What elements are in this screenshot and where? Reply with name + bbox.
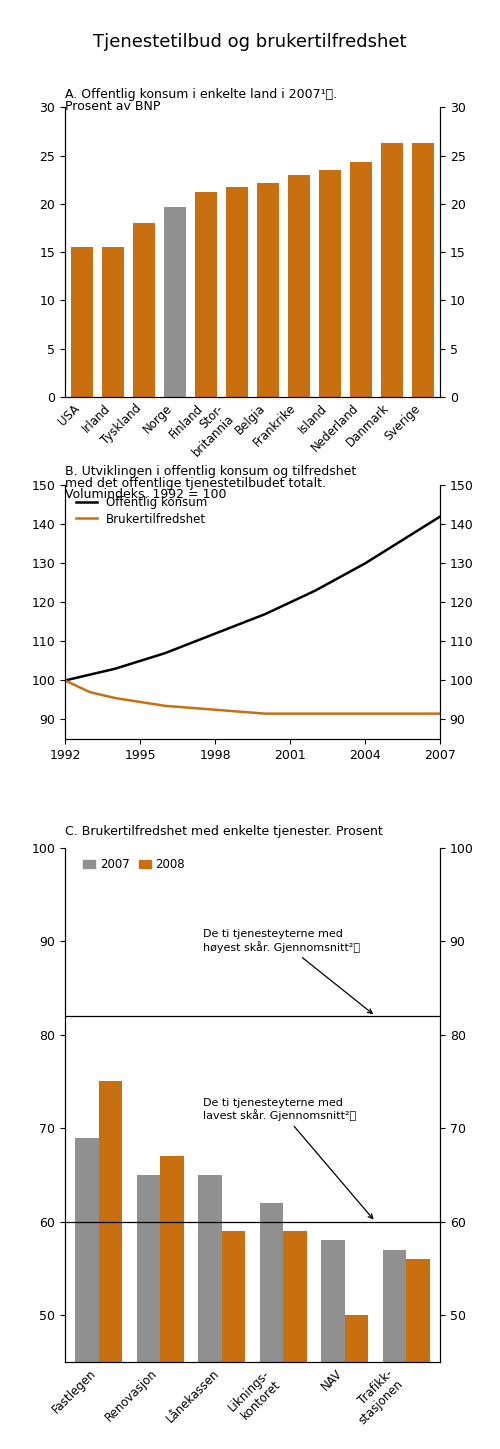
Bar (412, 143, 434, 397)
Bar (257, 183, 279, 397)
Legend: Offentlig konsum, Brukertilfredshet: Offentlig konsum, Brukertilfredshet (71, 491, 213, 530)
Text: A. Offentlig konsum i enkelte land i 2007¹⧣.: A. Offentlig konsum i enkelte land i 200… (65, 88, 337, 101)
Bar (350, 162, 372, 397)
Bar (260, 1203, 283, 1449)
Bar (160, 1156, 184, 1449)
Bar (319, 170, 341, 397)
Text: C. Brukertilfredshet med enkelte tjenester. Prosent: C. Brukertilfredshet med enkelte tjenest… (65, 824, 383, 838)
Bar (344, 1316, 368, 1449)
Bar (383, 1250, 406, 1449)
Text: De ti tjenesteyterne med
høyest skår. Gjennomsnitt²⧣: De ti tjenesteyterne med høyest skår. Gj… (204, 929, 372, 1013)
Bar (76, 1137, 99, 1449)
Bar (99, 1081, 122, 1449)
Bar (322, 1240, 344, 1449)
Bar (71, 248, 93, 397)
Bar (133, 223, 155, 397)
Text: Prosent av BNP: Prosent av BNP (65, 100, 160, 113)
Text: med det offentlige tjenestetilbudet totalt.: med det offentlige tjenestetilbudet tota… (65, 477, 326, 490)
Text: B. Utviklingen i offentlig konsum og tilfredshet: B. Utviklingen i offentlig konsum og til… (65, 465, 356, 478)
Bar (222, 1232, 245, 1449)
Bar (288, 175, 310, 397)
Bar (198, 1175, 222, 1449)
Bar (226, 187, 248, 397)
Bar (406, 1259, 429, 1449)
Bar (283, 1232, 306, 1449)
Bar (195, 193, 217, 397)
Bar (137, 1175, 160, 1449)
Text: De ti tjenesteyterne med
lavest skår. Gjennomsnitt²⧣: De ti tjenesteyterne med lavest skår. Gj… (204, 1097, 372, 1219)
Text: Volumindeks. 1992 = 100: Volumindeks. 1992 = 100 (65, 488, 226, 501)
Bar (164, 207, 186, 397)
Legend: 2007, 2008: 2007, 2008 (78, 853, 190, 877)
Bar (102, 248, 124, 397)
Bar (381, 143, 403, 397)
Text: Tjenestetilbud og brukertilfredshet: Tjenestetilbud og brukertilfredshet (93, 33, 407, 51)
